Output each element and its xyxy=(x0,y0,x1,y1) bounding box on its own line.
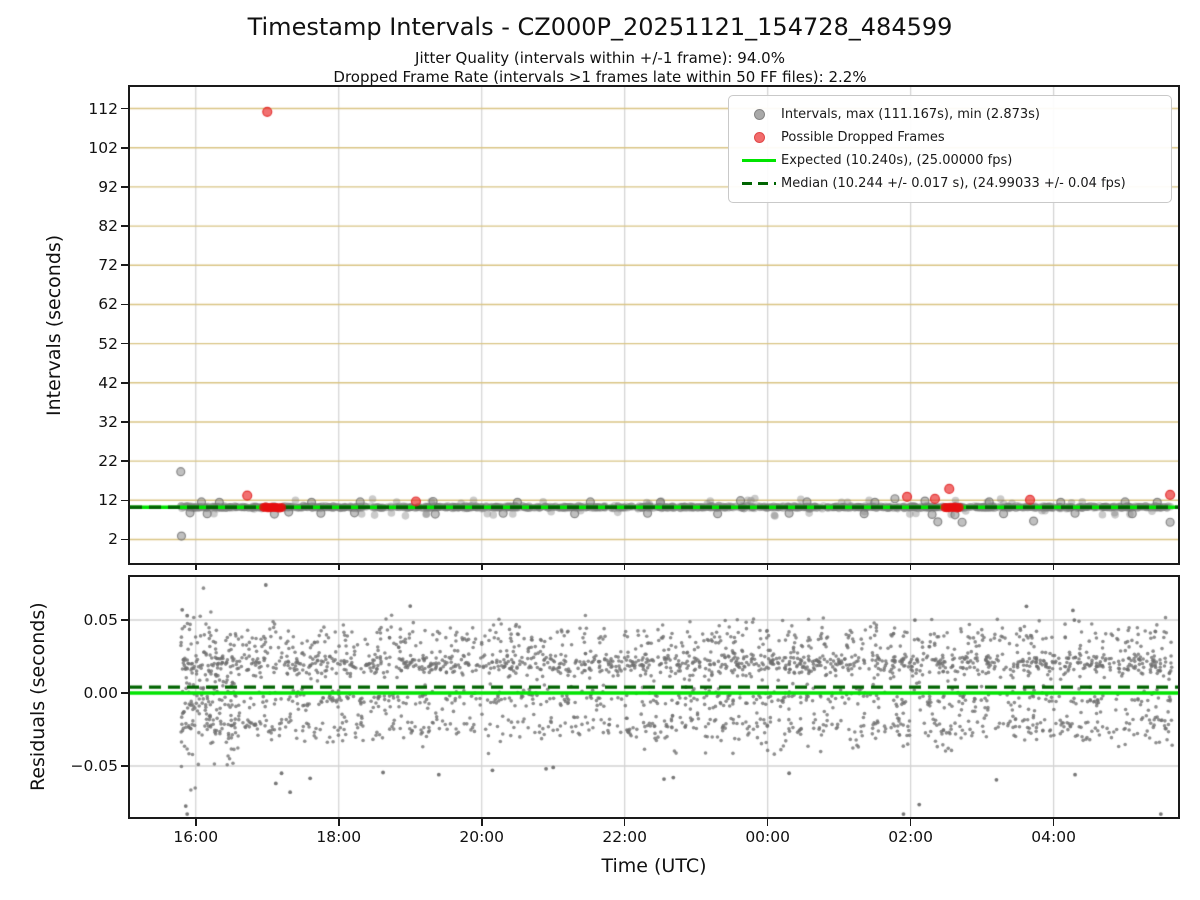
y-tick xyxy=(121,619,128,621)
y-tick xyxy=(121,538,128,541)
y-tick xyxy=(121,421,128,423)
legend-label: Possible Dropped Frames xyxy=(781,130,945,145)
y-tick-label: 62 xyxy=(98,295,118,314)
y-tick-label: 12 xyxy=(98,491,118,510)
x-tick xyxy=(766,819,769,826)
y-tick-label: 2 xyxy=(108,530,118,549)
x-tick xyxy=(766,565,769,570)
y-tick-label: 0.00 xyxy=(83,683,118,702)
y-tick-label: 112 xyxy=(88,99,118,118)
y-tick xyxy=(121,225,128,227)
y-tick-label: 92 xyxy=(98,177,118,196)
legend-label: Intervals, max (111.167s), min (2.873s) xyxy=(781,107,1040,122)
y-tick xyxy=(121,381,128,384)
x-tick-label: 04:00 xyxy=(1031,828,1076,846)
residuals-plot xyxy=(128,575,1180,819)
x-tick-label: 20:00 xyxy=(459,828,505,846)
y-tick xyxy=(121,107,128,110)
gray-dot-icon xyxy=(737,109,781,120)
x-tick xyxy=(909,565,912,570)
x-tick xyxy=(623,565,626,570)
y-tick-label: 42 xyxy=(98,373,118,392)
y-tick-label: 52 xyxy=(98,334,118,353)
chart-title: Timestamp Intervals - CZ000P_20251121_15… xyxy=(247,13,953,41)
legend-label: Expected (10.240s), (25.00000 fps) xyxy=(781,153,1013,168)
y-tick-label: −0.05 xyxy=(70,756,119,775)
legend-item-dropped-frames: Possible Dropped Frames xyxy=(737,126,1161,149)
subtitle-jitter-quality: Jitter Quality (intervals within +/-1 fr… xyxy=(415,49,785,67)
y-tick-label: 82 xyxy=(98,217,118,236)
legend-label: Median (10.244 +/- 0.017 s), (24.99033 +… xyxy=(781,176,1126,191)
x-tick xyxy=(1052,819,1055,826)
y-tick-label: 0.05 xyxy=(83,611,118,630)
subtitle-dropped-frame-rate: Dropped Frame Rate (intervals >1 frames … xyxy=(333,68,867,86)
red-dot-icon xyxy=(737,132,781,143)
y-tick-label: 32 xyxy=(98,412,118,431)
x-tick-label: 02:00 xyxy=(888,828,933,846)
y-tick xyxy=(121,303,128,306)
legend: Intervals, max (111.167s), min (2.873s) … xyxy=(728,95,1172,203)
x-tick-label: 00:00 xyxy=(745,828,790,846)
y-tick xyxy=(121,146,128,149)
y-tick xyxy=(121,264,128,267)
x-tick xyxy=(909,819,912,826)
y-tick xyxy=(121,342,128,345)
y-tick xyxy=(121,765,128,767)
legend-item-median: Median (10.244 +/- 0.017 s), (24.99033 +… xyxy=(737,172,1161,195)
x-tick xyxy=(337,565,340,570)
x-tick xyxy=(623,819,626,826)
x-tick xyxy=(337,819,340,826)
y-tick-label: 102 xyxy=(88,138,118,157)
y-tick xyxy=(121,460,128,462)
legend-item-intervals: Intervals, max (111.167s), min (2.873s) xyxy=(737,103,1161,126)
dashed-line-icon xyxy=(737,181,781,186)
x-tick xyxy=(1052,565,1055,570)
x-tick-label: 16:00 xyxy=(173,828,219,846)
x-tick xyxy=(194,819,197,826)
x-tick xyxy=(194,565,197,570)
y-tick-label: 72 xyxy=(98,256,118,275)
x-tick-label: 22:00 xyxy=(602,828,648,846)
green-line-icon xyxy=(737,158,781,163)
x-tick xyxy=(480,819,483,826)
x-tick-label: 18:00 xyxy=(316,828,362,846)
x-tick xyxy=(480,565,483,570)
y-tick xyxy=(121,692,128,694)
legend-item-expected: Expected (10.240s), (25.00000 fps) xyxy=(737,149,1161,172)
x-axis-label: Time (UTC) xyxy=(601,855,707,877)
y-tick xyxy=(121,186,128,188)
y-tick-label: 22 xyxy=(98,452,118,471)
y-tick xyxy=(121,499,128,502)
